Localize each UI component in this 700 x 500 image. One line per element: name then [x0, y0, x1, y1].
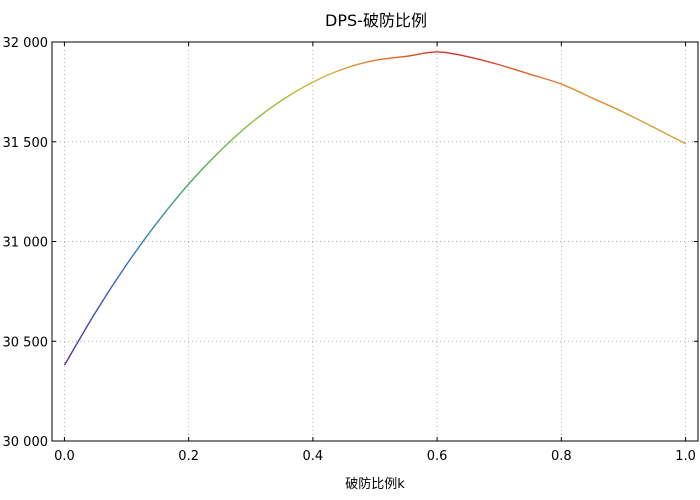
y-tick-label: 31 500	[3, 136, 49, 151]
y-tick-label: 30 000	[3, 435, 49, 450]
tick-labels: 0.0 0.2 0.4 0.6 0.8 1.0 30 000 30 500 31 000 31 5…	[3, 36, 696, 464]
chart-title: DPS-破防比例	[325, 11, 427, 30]
x-axis-label: 破防比例k	[345, 476, 405, 492]
x-tick-label: 1.0	[675, 449, 696, 464]
plot-frame	[51, 41, 699, 442]
y-tick-label: 31 000	[3, 236, 49, 251]
y-tick-label: 30 500	[3, 335, 49, 350]
x-tick-label: 0.0	[54, 449, 75, 464]
series-line	[63, 51, 686, 366]
x-tick-label: 0.2	[178, 449, 199, 464]
x-tick-label: 0.6	[427, 449, 448, 464]
grid	[52, 41, 698, 442]
y-tick-label: 32 000	[3, 36, 49, 51]
x-tick-label: 0.4	[303, 449, 324, 464]
x-tick-label: 0.8	[551, 449, 572, 464]
